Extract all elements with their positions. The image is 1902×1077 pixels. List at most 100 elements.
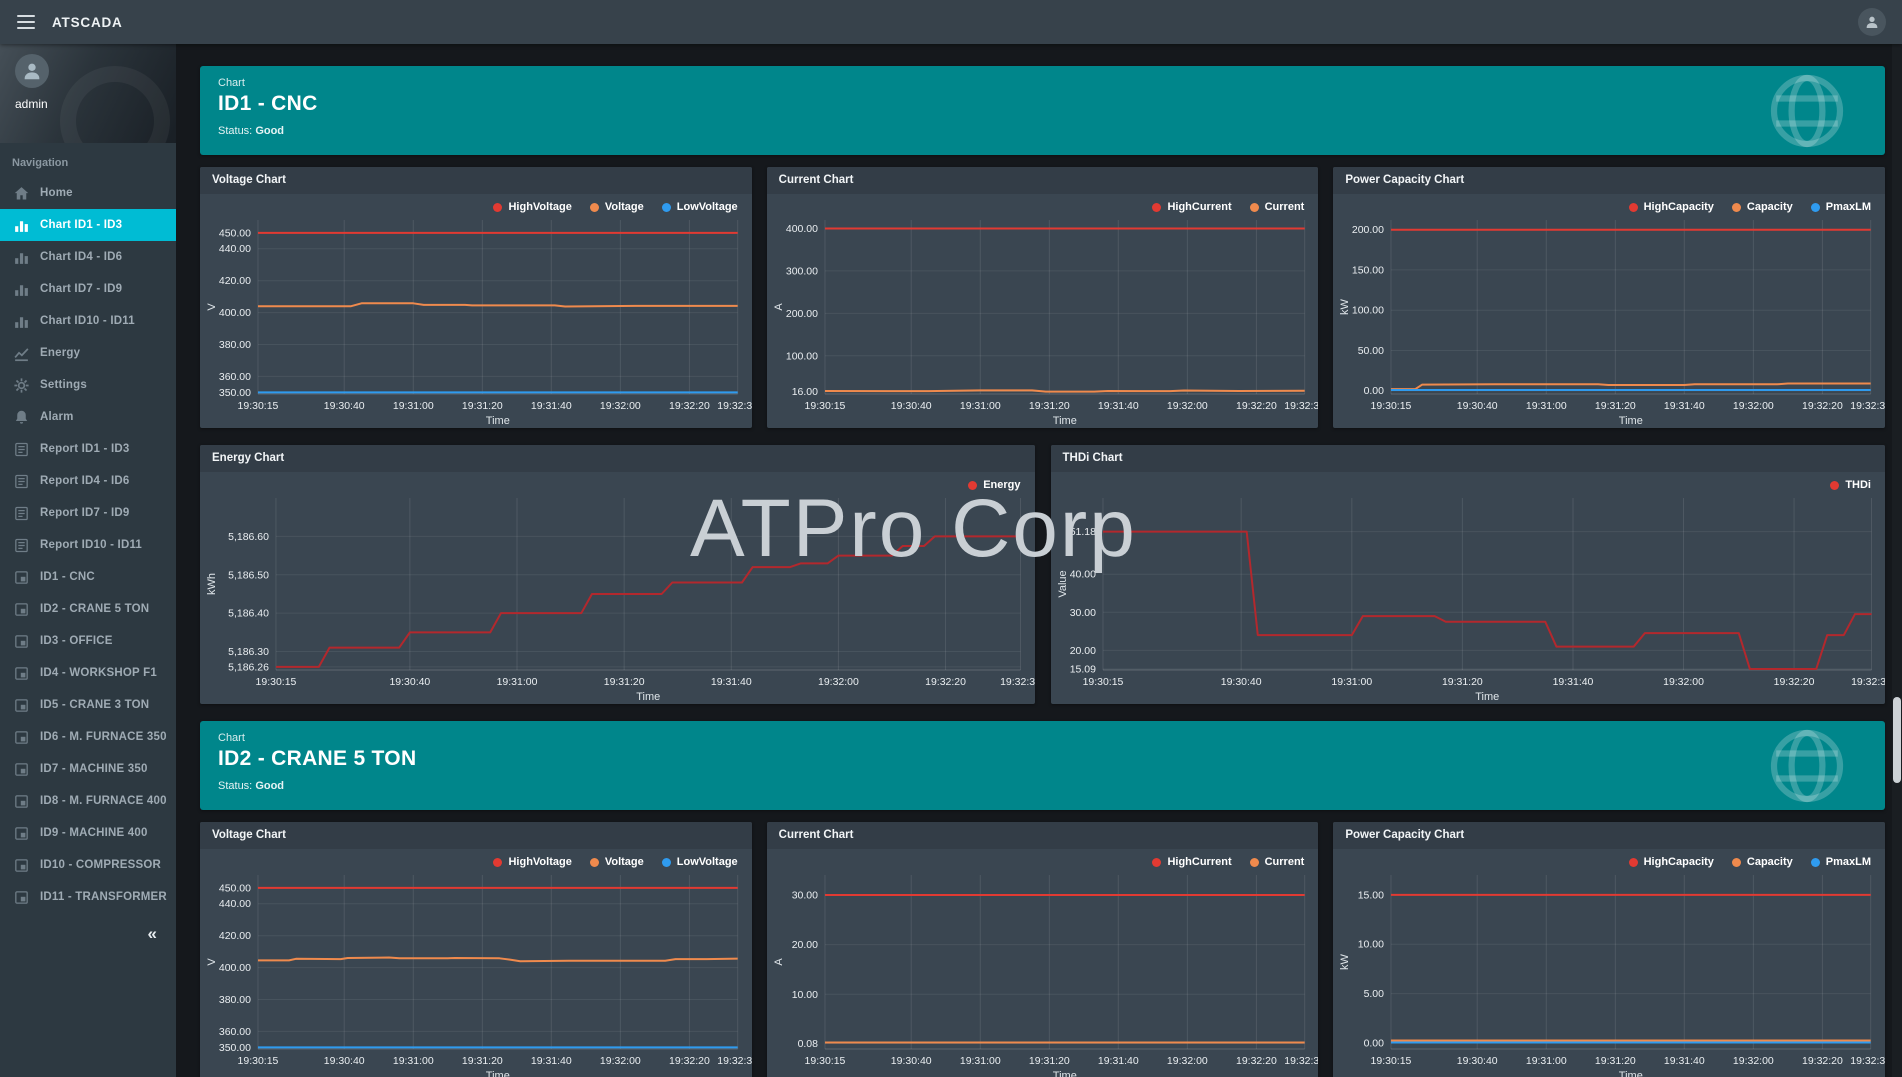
legend-label: Current bbox=[1264, 856, 1305, 868]
legend-item-highcapacity[interactable]: HighCapacity bbox=[1628, 201, 1714, 213]
svg-text:A: A bbox=[773, 958, 785, 966]
legend-item-highvoltage[interactable]: HighVoltage bbox=[493, 856, 572, 868]
legend-item-capacity[interactable]: Capacity bbox=[1731, 856, 1793, 868]
legend-item-current[interactable]: Current bbox=[1249, 856, 1305, 868]
legend-item-voltage[interactable]: Voltage bbox=[589, 856, 644, 868]
legend-dot-icon bbox=[1731, 202, 1741, 212]
svg-text:20.00: 20.00 bbox=[1069, 646, 1095, 657]
scrollbar-thumb[interactable] bbox=[1893, 697, 1901, 783]
line-chart-svg[interactable]: 400.00 300.00 200.00 100.00 16.00 19:30:15 19:… bbox=[767, 194, 1319, 428]
sidebar-item-chart-id4-id6[interactable]: Chart ID4 - ID6 bbox=[0, 241, 176, 273]
legend-item-current[interactable]: Current bbox=[1249, 201, 1304, 213]
board-icon bbox=[13, 825, 30, 842]
sidebar-item-id6-m-furnace-350[interactable]: ID6 - M. FURNACE 350 bbox=[0, 721, 176, 753]
svg-text:15.09: 15.09 bbox=[1069, 665, 1095, 676]
legend-item-highcurrent[interactable]: HighCurrent bbox=[1152, 856, 1232, 868]
sidebar-item-label: ID6 - M. FURNACE 350 bbox=[40, 731, 167, 743]
legend-item-lowvoltage[interactable]: LowVoltage bbox=[661, 201, 738, 213]
sidebar-item-id7-machine-350[interactable]: ID7 - MACHINE 350 bbox=[0, 753, 176, 785]
svg-text:19:30:15: 19:30:15 bbox=[238, 1056, 279, 1067]
sidebar-item-chart-id1-id3[interactable]: Chart ID1 - ID3 bbox=[0, 209, 176, 241]
sidebar-item-settings[interactable]: Settings bbox=[0, 369, 176, 401]
svg-text:40.00: 40.00 bbox=[1069, 570, 1095, 581]
svg-text:19:31:00: 19:31:00 bbox=[1331, 677, 1372, 688]
sidebar-item-id10-compressor[interactable]: ID10 - COMPRESSOR bbox=[0, 849, 176, 881]
sidebar-item-id9-machine-400[interactable]: ID9 - MACHINE 400 bbox=[0, 817, 176, 849]
svg-text:19:32:00: 19:32:00 bbox=[1167, 401, 1208, 412]
sidebar-item-id3-office[interactable]: ID3 - OFFICE bbox=[0, 625, 176, 657]
svg-text:19:32:34: 19:32:34 bbox=[1851, 1056, 1885, 1067]
legend-item-highvoltage[interactable]: HighVoltage bbox=[493, 201, 572, 213]
sidebar-item-id5-crane-3-ton[interactable]: ID5 - CRANE 3 TON bbox=[0, 689, 176, 721]
legend-dot-icon bbox=[1810, 857, 1820, 867]
sidebar-item-id2-crane-5-ton[interactable]: ID2 - CRANE 5 TON bbox=[0, 593, 176, 625]
svg-text:19:31:20: 19:31:20 bbox=[1029, 1056, 1070, 1067]
svg-text:440.00: 440.00 bbox=[219, 244, 251, 255]
legend-dot-icon bbox=[661, 202, 671, 212]
sidebar-item-chart-id10-id11[interactable]: Chart ID10 - ID11 bbox=[0, 305, 176, 337]
sidebar-item-report-id7-id9[interactable]: Report ID7 - ID9 bbox=[0, 497, 176, 529]
sidebar-item-report-id4-id6[interactable]: Report ID4 - ID6 bbox=[0, 465, 176, 497]
svg-text:19:32:20: 19:32:20 bbox=[669, 401, 710, 412]
line-chart-svg[interactable]: 450.00 440.00 420.00 400.00 380.00 360.00 350.… bbox=[200, 194, 752, 428]
legend-item-voltage[interactable]: Voltage bbox=[589, 201, 644, 213]
legend-item-pmaxlm[interactable]: PmaxLM bbox=[1810, 856, 1871, 868]
status-label: Status: bbox=[218, 125, 253, 137]
chart-card-id1-power: Power Capacity Chart HighCapacity Capacity… bbox=[1333, 167, 1886, 428]
legend-label: Capacity bbox=[1746, 856, 1793, 868]
svg-text:0.08: 0.08 bbox=[797, 1039, 818, 1050]
sidebar-item-energy[interactable]: Energy bbox=[0, 337, 176, 369]
sidebar-item-label: ID9 - MACHINE 400 bbox=[40, 827, 148, 839]
sidebar-item-id1-cnc[interactable]: ID1 - CNC bbox=[0, 561, 176, 593]
svg-text:5,186.30: 5,186.30 bbox=[228, 647, 269, 658]
board-icon bbox=[13, 697, 30, 714]
line-chart-svg[interactable]: 200.00 150.00 100.00 50.00 0.00 19:30:15 19:30… bbox=[1333, 194, 1885, 428]
board-icon bbox=[13, 761, 30, 778]
line-chart-svg[interactable]: 5,186.60 5,186.50 5,186.40 5,186.30 5,186.26… bbox=[200, 472, 1035, 704]
hamburger-icon[interactable] bbox=[16, 15, 36, 29]
svg-text:19:31:40: 19:31:40 bbox=[1098, 1056, 1139, 1067]
sidebar-item-label: Report ID10 - ID11 bbox=[40, 539, 143, 551]
sidebar-item-label: ID1 - CNC bbox=[40, 571, 95, 583]
sidebar-item-id4-workshop-f1[interactable]: ID4 - WORKSHOP F1 bbox=[0, 657, 176, 689]
line-chart-svg[interactable]: 15.00 10.00 5.00 0.00 19:30:15 19:30:40 19:31:… bbox=[1333, 849, 1885, 1077]
sidebar-item-alarm[interactable]: Alarm bbox=[0, 401, 176, 433]
sidebar-item-chart-id7-id9[interactable]: Chart ID7 - ID9 bbox=[0, 273, 176, 305]
line-chart-svg[interactable]: 450.00 440.00 420.00 400.00 380.00 360.00 350.… bbox=[200, 849, 752, 1077]
sidebar-item-label: ID4 - WORKSHOP F1 bbox=[40, 667, 157, 679]
svg-text:16.00: 16.00 bbox=[791, 387, 817, 398]
gear-icon bbox=[13, 377, 30, 394]
group-header-id1: Chart ID1 - CNC Status: Good bbox=[200, 66, 1885, 155]
line-chart-svg[interactable]: 30.00 20.00 10.00 0.08 19:30:15 19:30:40 19:31… bbox=[767, 849, 1319, 1077]
svg-text:A: A bbox=[773, 303, 785, 311]
bar-chart-icon bbox=[13, 281, 30, 298]
legend-item-highcapacity[interactable]: HighCapacity bbox=[1628, 856, 1714, 868]
legend-item-lowvoltage[interactable]: LowVoltage bbox=[661, 856, 738, 868]
sidebar-item-label: Home bbox=[40, 187, 73, 199]
svg-text:360.00: 360.00 bbox=[219, 372, 251, 383]
sidebar-item-home[interactable]: Home bbox=[0, 177, 176, 209]
chart-card-id2-voltage: Voltage Chart HighVoltage Voltage LowVoltag… bbox=[200, 822, 752, 1077]
legend-item-highcurrent[interactable]: HighCurrent bbox=[1152, 201, 1232, 213]
sidebar-item-report-id10-id11[interactable]: Report ID10 - ID11 bbox=[0, 529, 176, 561]
legend-item-pmaxlm[interactable]: PmaxLM bbox=[1810, 201, 1871, 213]
bell-icon bbox=[13, 409, 30, 426]
svg-text:V: V bbox=[206, 303, 218, 311]
sidebar-item-report-id1-id3[interactable]: Report ID1 - ID3 bbox=[0, 433, 176, 465]
sidebar-item-id11-transformer[interactable]: ID11 - TRANSFORMER bbox=[0, 881, 176, 913]
user-avatar-button[interactable] bbox=[1858, 8, 1886, 36]
legend-item-capacity[interactable]: Capacity bbox=[1731, 201, 1793, 213]
legend-item-thdi[interactable]: THDi bbox=[1830, 479, 1871, 491]
sidebar-item-id8-m-furnace-400[interactable]: ID8 - M. FURNACE 400 bbox=[0, 785, 176, 817]
legend-dot-icon bbox=[1810, 202, 1820, 212]
svg-text:19:31:20: 19:31:20 bbox=[1595, 401, 1636, 412]
legend-dot-icon bbox=[1731, 857, 1741, 867]
sidebar-collapse-button[interactable]: « bbox=[142, 922, 163, 946]
svg-text:19:31:40: 19:31:40 bbox=[531, 1056, 572, 1067]
status-label: Status: bbox=[218, 780, 253, 792]
svg-text:19:32:00: 19:32:00 bbox=[1167, 1056, 1208, 1067]
legend-item-energy[interactable]: Energy bbox=[968, 479, 1021, 491]
legend-label: THDi bbox=[1845, 479, 1871, 491]
topbar: ATSCADA bbox=[0, 0, 1902, 44]
